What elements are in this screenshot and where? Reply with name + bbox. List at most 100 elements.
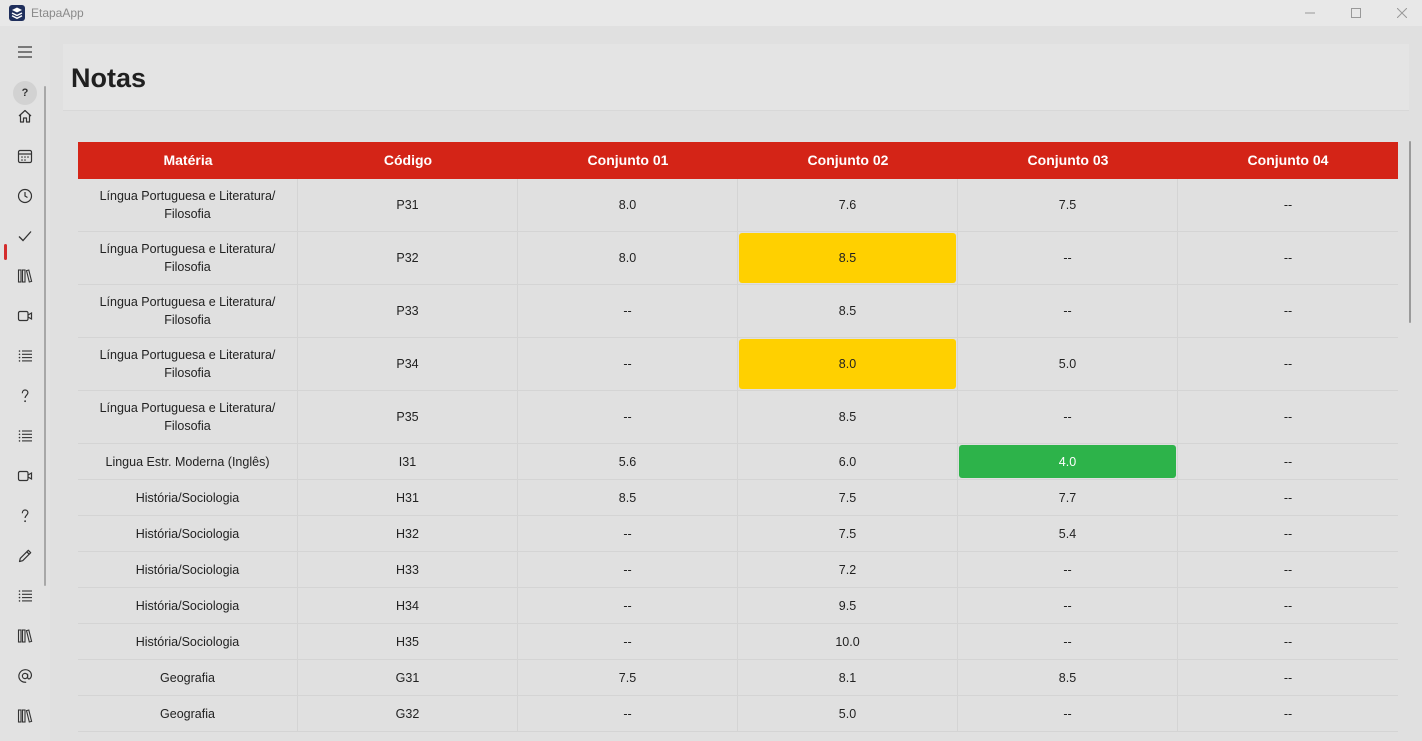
clock-icon (17, 188, 33, 204)
sidebar-item-question-11[interactable] (9, 500, 41, 532)
cell-codigo-text: H35 (396, 634, 419, 649)
cell-conjunto-02: 10.0 (738, 624, 958, 659)
header-conjunto-02[interactable]: Conjunto 02 (807, 152, 889, 168)
cell-conjunto-01-text: 8.5 (618, 490, 637, 505)
cell-materia-text: História/Sociologia (135, 634, 240, 649)
sidebar-item-pencil-12[interactable] (9, 540, 41, 572)
cell-conjunto-04-text: -- (1283, 357, 1293, 371)
cell-codigo: H32 (298, 516, 518, 551)
pencil-icon (18, 549, 32, 563)
list-icon (18, 430, 32, 442)
cell-conjunto-03: 5.0 (958, 338, 1178, 390)
list-icon (18, 590, 32, 602)
cell-codigo-text: I31 (398, 454, 417, 469)
cell-conjunto-03: -- (958, 588, 1178, 623)
table-row: Língua Portuguesa e Literatura/ Filosofi… (78, 338, 1398, 391)
cell-materia: História/Sociologia (78, 480, 298, 515)
home-icon (18, 109, 32, 123)
cell-conjunto-01: -- (518, 552, 738, 587)
help-button[interactable]: ? (9, 77, 41, 109)
cell-conjunto-03-text: -- (1063, 598, 1072, 613)
close-button[interactable] (1379, 0, 1422, 26)
cell-conjunto-01-text: -- (623, 634, 632, 649)
sidebar-item-list-7[interactable] (9, 340, 41, 372)
cell-codigo: H31 (298, 480, 518, 515)
sidebar-item-list-13[interactable] (9, 580, 41, 612)
cell-conjunto-04: -- (1178, 480, 1398, 515)
table-row: História/Sociologia H35 -- 10.0 -- -- (78, 624, 1398, 660)
app-logo-icon (9, 5, 25, 21)
sidebar-item-books-16[interactable] (9, 700, 41, 732)
cell-codigo-text: G32 (395, 706, 420, 721)
cell-conjunto-01-text: 7.5 (618, 670, 637, 685)
sidebar-item-list-9[interactable] (9, 420, 41, 452)
cell-conjunto-01-text: -- (623, 562, 632, 577)
cell-conjunto-01-text: 8.0 (618, 198, 637, 212)
header-materia[interactable]: Matéria (163, 152, 213, 168)
header-conjunto-01[interactable]: Conjunto 01 (587, 152, 669, 168)
minimize-button[interactable] (1287, 0, 1333, 26)
question-icon (21, 389, 29, 403)
cell-materia: Geografia (78, 660, 298, 695)
cell-conjunto-02: 8.1 (738, 660, 958, 695)
header-conjunto-03[interactable]: Conjunto 03 (1027, 152, 1109, 168)
cell-conjunto-01: -- (518, 285, 738, 337)
cell-conjunto-03: 7.5 (958, 179, 1178, 231)
cell-conjunto-03-text: 5.4 (1058, 526, 1077, 541)
cell-conjunto-02-text: 8.1 (838, 670, 857, 685)
cell-conjunto-01-text: -- (623, 526, 632, 541)
cell-materia: História/Sociologia (78, 624, 298, 659)
table-row: História/Sociologia H33 -- 7.2 -- -- (78, 552, 1398, 588)
cell-conjunto-04: -- (1178, 588, 1398, 623)
cell-conjunto-04-text: -- (1283, 251, 1293, 265)
cell-materia: História/Sociologia (78, 516, 298, 551)
table-row: Geografia G31 7.5 8.1 8.5 -- (78, 660, 1398, 696)
sidebar-item-at-15[interactable] (9, 660, 41, 692)
sidebar-item-video-10[interactable] (9, 460, 41, 492)
sidebar-item-clock-3[interactable] (9, 180, 41, 212)
cell-codigo: H33 (298, 552, 518, 587)
cell-conjunto-03-text: 7.5 (1058, 198, 1077, 212)
cell-materia-text: História/Sociologia (135, 598, 240, 613)
sidebar-scrollbar[interactable] (44, 86, 46, 586)
sidebar-item-books-14[interactable] (9, 620, 41, 652)
cell-conjunto-01-text: -- (623, 410, 632, 424)
cell-materia: Língua Portuguesa e Literatura/ Filosofi… (78, 232, 298, 284)
cell-conjunto-03-text: 5.0 (1058, 357, 1077, 371)
sidebar-item-calendar-2[interactable] (9, 140, 41, 172)
maximize-button[interactable] (1333, 0, 1379, 26)
cell-conjunto-04: -- (1178, 660, 1398, 695)
header-codigo[interactable]: Código (383, 152, 433, 168)
table-scrollbar[interactable] (1409, 141, 1411, 323)
question-icon (21, 509, 29, 523)
cell-conjunto-02: 8.0 (738, 338, 958, 390)
cell-codigo: H34 (298, 588, 518, 623)
cell-conjunto-01-text: -- (623, 598, 632, 613)
sidebar-item-video-6[interactable] (9, 300, 41, 332)
cell-conjunto-01: -- (518, 588, 738, 623)
cell-conjunto-01-text: -- (623, 357, 632, 371)
cell-conjunto-01: 5.6 (518, 444, 738, 479)
cell-conjunto-03: -- (958, 552, 1178, 587)
cell-conjunto-01-text: -- (623, 304, 632, 318)
video-icon (17, 470, 33, 482)
cell-codigo-text: H32 (396, 526, 419, 541)
sidebar-item-home-1[interactable] (9, 100, 41, 132)
yellow-grade-highlight: 8.0 (739, 339, 956, 389)
sidebar-item-books-5[interactable] (9, 260, 41, 292)
sidebar-item-check-4[interactable] (9, 220, 41, 252)
hamburger-menu-button[interactable] (9, 36, 41, 68)
cell-conjunto-02: 6.0 (738, 444, 958, 479)
table-row: História/Sociologia H31 8.5 7.5 7.7 -- (78, 480, 1398, 516)
cell-conjunto-04-text: -- (1283, 670, 1293, 685)
cell-codigo-text: H34 (396, 598, 419, 613)
header-conjunto-04[interactable]: Conjunto 04 (1247, 152, 1329, 168)
cell-conjunto-01: -- (518, 516, 738, 551)
table-row: História/Sociologia H32 -- 7.5 5.4 -- (78, 516, 1398, 552)
cell-materia: História/Sociologia (78, 552, 298, 587)
sidebar: ? (0, 26, 50, 741)
cell-conjunto-01-text: -- (623, 706, 632, 721)
sidebar-item-question-8[interactable] (9, 380, 41, 412)
cell-conjunto-03-text: -- (1063, 410, 1072, 424)
cell-conjunto-01: 8.5 (518, 480, 738, 515)
